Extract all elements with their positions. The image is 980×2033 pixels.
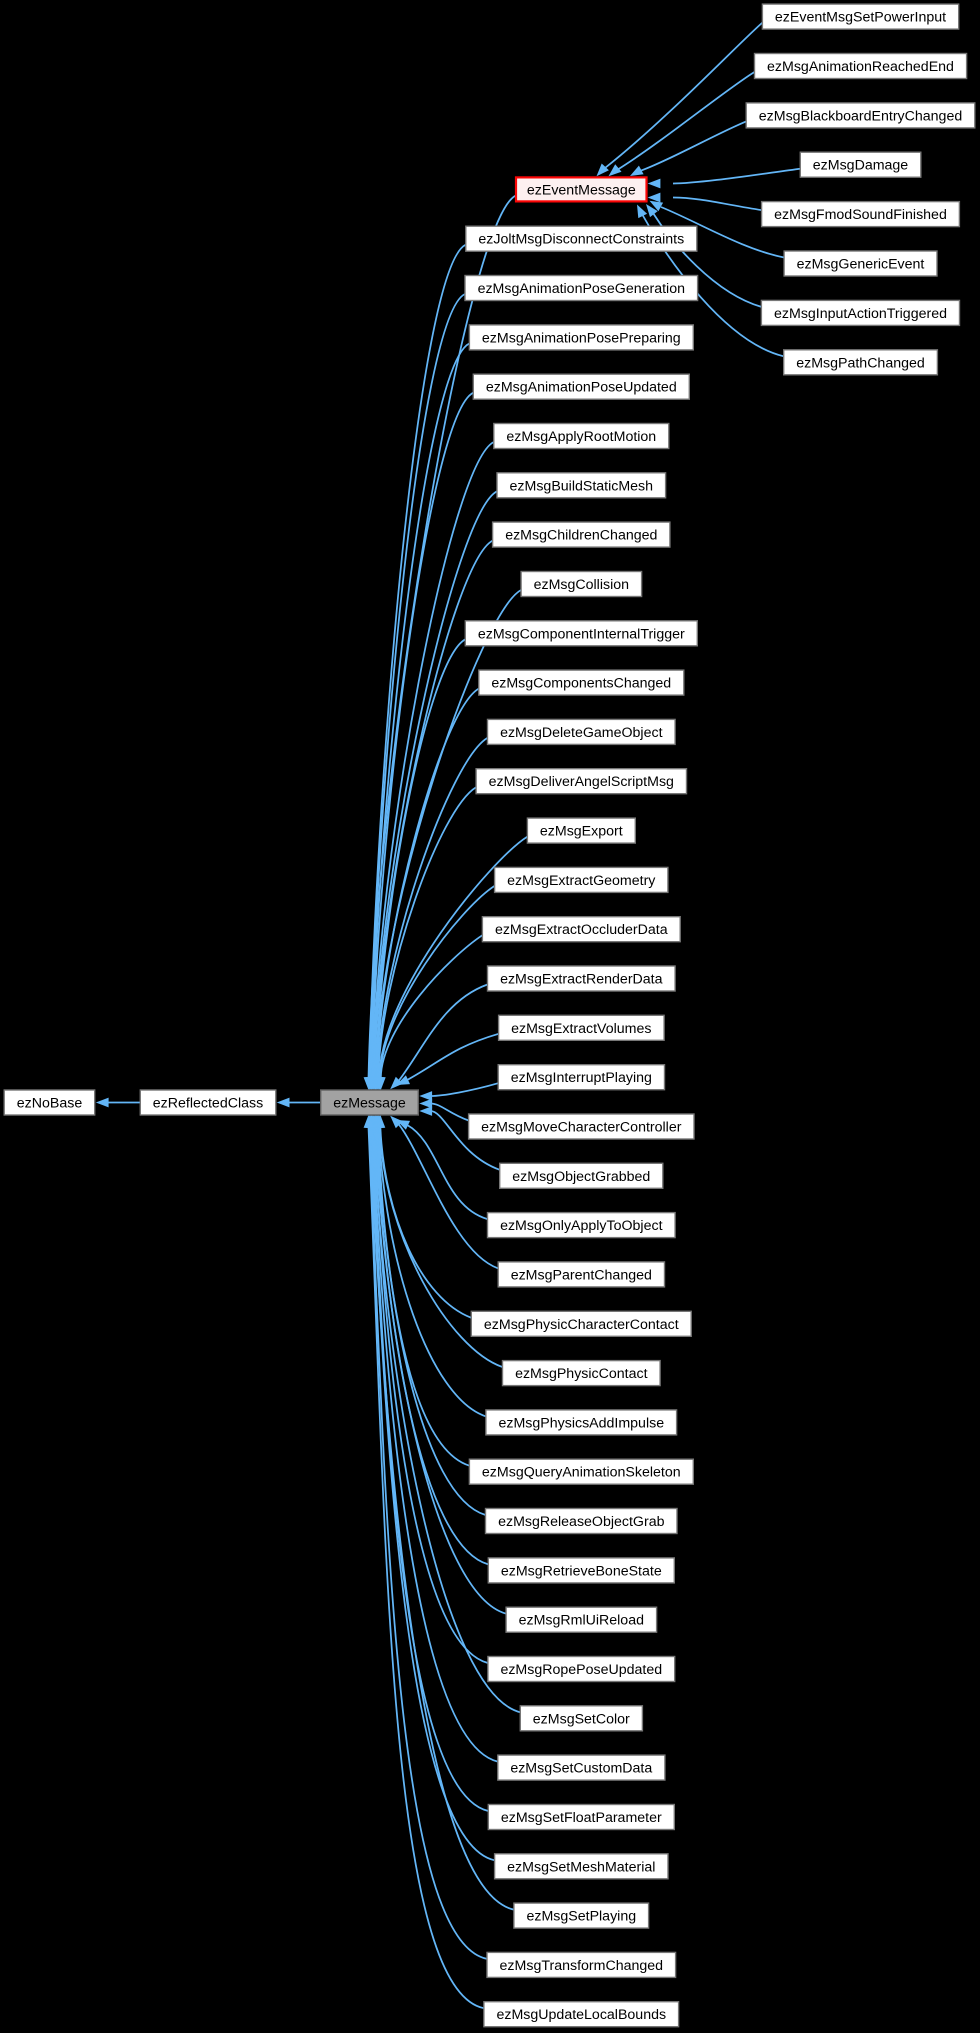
svg-text:ezMsgSetPlaying: ezMsgSetPlaying [526, 1909, 636, 1925]
svg-text:ezMsgComponentInternalTrigger: ezMsgComponentInternalTrigger [478, 626, 685, 642]
svg-text:ezMsgRmlUiReload: ezMsgRmlUiReload [519, 1613, 644, 1629]
svg-text:ezMsgAnimationPosePreparing: ezMsgAnimationPosePreparing [482, 330, 681, 346]
svg-text:ezMsgTransformChanged: ezMsgTransformChanged [500, 1958, 664, 1974]
svg-text:ezMsgPhysicsAddImpulse: ezMsgPhysicsAddImpulse [499, 1415, 665, 1431]
svg-text:ezMsgPhysicContact: ezMsgPhysicContact [515, 1366, 648, 1382]
svg-text:ezMsgAnimationReachedEnd: ezMsgAnimationReachedEnd [767, 59, 954, 75]
svg-text:ezMsgSetColor: ezMsgSetColor [533, 1711, 630, 1727]
svg-text:ezMsgObjectGrabbed: ezMsgObjectGrabbed [512, 1169, 650, 1185]
svg-text:ezMsgInputActionTriggered: ezMsgInputActionTriggered [774, 306, 947, 322]
svg-text:ezMsgSetFloatParameter: ezMsgSetFloatParameter [501, 1810, 662, 1826]
svg-text:ezNoBase: ezNoBase [17, 1096, 83, 1112]
svg-text:ezMsgSetCustomData: ezMsgSetCustomData [510, 1761, 652, 1777]
svg-text:ezMsgApplyRootMotion: ezMsgApplyRootMotion [506, 429, 656, 445]
svg-text:ezEventMsgSetPowerInput: ezEventMsgSetPowerInput [775, 10, 946, 26]
svg-text:ezMsgAnimationPoseUpdated: ezMsgAnimationPoseUpdated [486, 380, 677, 396]
svg-text:ezMsgExtractRenderData: ezMsgExtractRenderData [500, 972, 663, 988]
svg-text:ezMsgRetrieveBoneState: ezMsgRetrieveBoneState [501, 1563, 662, 1579]
svg-text:ezMsgReleaseObjectGrab: ezMsgReleaseObjectGrab [498, 1514, 664, 1530]
svg-text:ezMsgPathChanged: ezMsgPathChanged [796, 355, 925, 371]
svg-text:ezMsgSetMeshMaterial: ezMsgSetMeshMaterial [507, 1859, 655, 1875]
svg-text:ezMsgExtractOccluderData: ezMsgExtractOccluderData [495, 922, 668, 938]
svg-text:ezReflectedClass: ezReflectedClass [153, 1096, 263, 1112]
svg-text:ezMsgGenericEvent: ezMsgGenericEvent [797, 257, 925, 273]
svg-text:ezMsgQueryAnimationSkeleton: ezMsgQueryAnimationSkeleton [482, 1465, 681, 1481]
svg-text:ezMsgExport: ezMsgExport [540, 824, 623, 840]
svg-text:ezMsgMoveCharacterController: ezMsgMoveCharacterController [481, 1120, 682, 1136]
svg-text:ezMsgFmodSoundFinished: ezMsgFmodSoundFinished [774, 207, 947, 223]
svg-text:ezJoltMsgDisconnectConstraints: ezJoltMsgDisconnectConstraints [478, 232, 684, 248]
svg-text:ezMsgPhysicCharacterContact: ezMsgPhysicCharacterContact [484, 1317, 679, 1333]
svg-text:ezMsgBuildStaticMesh: ezMsgBuildStaticMesh [510, 478, 654, 494]
svg-text:ezMessage: ezMessage [333, 1096, 406, 1112]
svg-text:ezMsgRopePoseUpdated: ezMsgRopePoseUpdated [500, 1662, 662, 1678]
svg-text:ezMsgBlackboardEntryChanged: ezMsgBlackboardEntryChanged [759, 108, 962, 124]
svg-text:ezMsgInterruptPlaying: ezMsgInterruptPlaying [511, 1070, 652, 1086]
svg-text:ezEventMessage: ezEventMessage [527, 182, 636, 198]
svg-text:ezMsgDeleteGameObject: ezMsgDeleteGameObject [500, 725, 662, 741]
svg-text:ezMsgComponentsChanged: ezMsgComponentsChanged [491, 676, 671, 692]
svg-text:ezMsgChildrenChanged: ezMsgChildrenChanged [505, 528, 657, 544]
svg-text:ezMsgOnlyApplyToObject: ezMsgOnlyApplyToObject [500, 1218, 662, 1234]
svg-text:ezMsgExtractVolumes: ezMsgExtractVolumes [511, 1021, 651, 1037]
svg-text:ezMsgParentChanged: ezMsgParentChanged [511, 1267, 652, 1283]
svg-text:ezMsgCollision: ezMsgCollision [534, 577, 629, 593]
svg-text:ezMsgUpdateLocalBounds: ezMsgUpdateLocalBounds [497, 2007, 667, 2023]
svg-text:ezMsgDamage: ezMsgDamage [813, 158, 909, 174]
svg-text:ezMsgExtractGeometry: ezMsgExtractGeometry [507, 873, 656, 889]
svg-text:ezMsgDeliverAngelScriptMsg: ezMsgDeliverAngelScriptMsg [489, 774, 674, 790]
svg-text:ezMsgAnimationPoseGeneration: ezMsgAnimationPoseGeneration [478, 281, 685, 297]
